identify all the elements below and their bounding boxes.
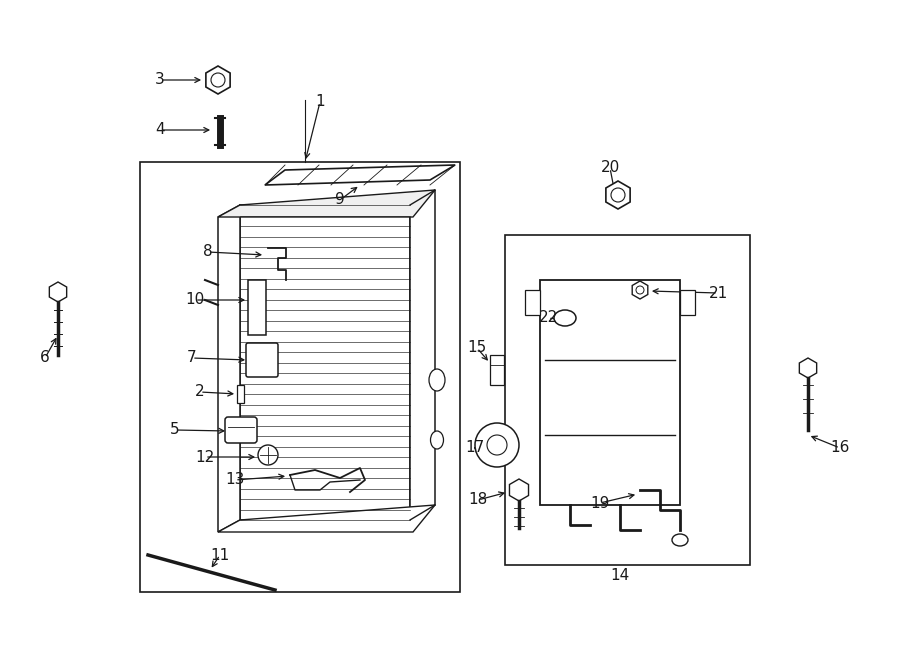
Polygon shape — [410, 190, 435, 520]
Text: 10: 10 — [185, 293, 204, 307]
Bar — [680, 290, 695, 315]
Bar — [140, 162, 460, 592]
Polygon shape — [265, 165, 455, 185]
Text: 15: 15 — [467, 340, 487, 356]
Circle shape — [211, 73, 225, 87]
Ellipse shape — [672, 534, 688, 546]
Circle shape — [475, 423, 519, 467]
Polygon shape — [218, 190, 435, 217]
Ellipse shape — [554, 310, 576, 326]
Circle shape — [258, 445, 278, 465]
Ellipse shape — [429, 369, 445, 391]
Text: 6: 6 — [40, 350, 50, 366]
Polygon shape — [218, 205, 240, 532]
Text: 5: 5 — [170, 422, 180, 438]
Ellipse shape — [430, 431, 444, 449]
Text: 9: 9 — [335, 192, 345, 208]
Text: 3: 3 — [155, 73, 165, 87]
Text: 11: 11 — [211, 547, 230, 563]
Text: 21: 21 — [708, 286, 727, 301]
Text: 7: 7 — [187, 350, 197, 366]
Text: 18: 18 — [468, 492, 488, 508]
Text: 20: 20 — [600, 161, 619, 176]
Text: 16: 16 — [831, 440, 850, 455]
Text: 8: 8 — [203, 245, 212, 260]
Circle shape — [636, 286, 644, 294]
Bar — [540, 280, 680, 505]
Bar — [505, 235, 750, 565]
Text: 12: 12 — [195, 449, 214, 465]
Text: 17: 17 — [465, 440, 484, 455]
Circle shape — [611, 188, 625, 202]
Bar — [525, 290, 540, 315]
Text: 13: 13 — [225, 473, 245, 488]
Polygon shape — [218, 505, 435, 532]
Text: 4: 4 — [155, 122, 165, 137]
Text: 1: 1 — [315, 95, 325, 110]
Circle shape — [487, 435, 507, 455]
Text: 22: 22 — [538, 311, 558, 325]
Text: 14: 14 — [610, 568, 630, 582]
Bar — [490, 355, 504, 385]
Bar — [237, 385, 244, 403]
Text: 2: 2 — [195, 385, 205, 399]
Bar — [248, 280, 266, 335]
FancyBboxPatch shape — [246, 343, 278, 377]
Bar — [240, 205, 410, 520]
Text: 19: 19 — [590, 496, 609, 510]
FancyBboxPatch shape — [225, 417, 257, 443]
